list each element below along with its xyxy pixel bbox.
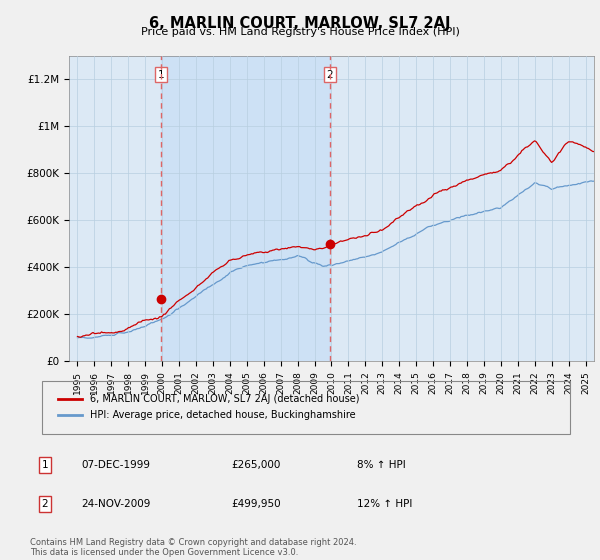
Text: 07-DEC-1999: 07-DEC-1999	[81, 460, 150, 470]
Bar	[161, 56, 330, 361]
Text: 6, MARLIN COURT, MARLOW, SL7 2AJ: 6, MARLIN COURT, MARLOW, SL7 2AJ	[149, 16, 451, 31]
Text: 1: 1	[41, 460, 49, 470]
Text: 1: 1	[157, 70, 164, 80]
Text: 12% ↑ HPI: 12% ↑ HPI	[357, 499, 412, 509]
Text: £499,950: £499,950	[231, 499, 281, 509]
Text: 8% ↑ HPI: 8% ↑ HPI	[357, 460, 406, 470]
Legend: 6, MARLIN COURT, MARLOW, SL7 2AJ (detached house), HPI: Average price, detached : 6, MARLIN COURT, MARLOW, SL7 2AJ (detach…	[52, 389, 365, 426]
Text: 2: 2	[326, 70, 333, 80]
Text: Contains HM Land Registry data © Crown copyright and database right 2024.
This d: Contains HM Land Registry data © Crown c…	[30, 538, 356, 557]
Text: Price paid vs. HM Land Registry's House Price Index (HPI): Price paid vs. HM Land Registry's House …	[140, 27, 460, 37]
Text: 24-NOV-2009: 24-NOV-2009	[81, 499, 151, 509]
Text: 2: 2	[41, 499, 49, 509]
Text: £265,000: £265,000	[231, 460, 280, 470]
